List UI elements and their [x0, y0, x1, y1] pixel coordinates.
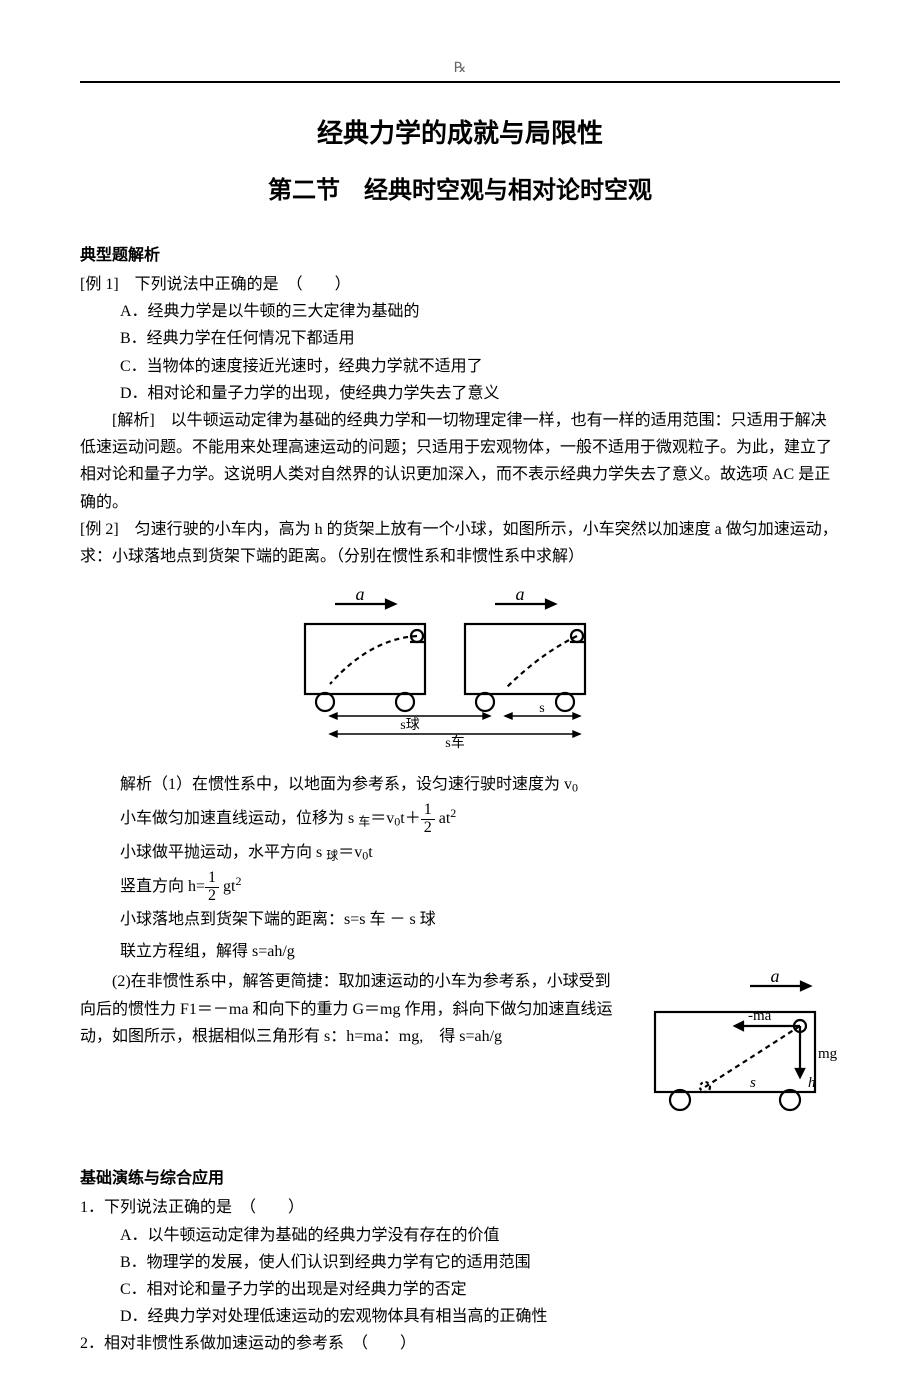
q1-stem: 1．下列说法正确的是 （ ） [80, 1194, 840, 1221]
ex2-l3-a: 小球做平抛运动，水平方向 s [120, 844, 326, 861]
figure-2: a -ma mg [640, 972, 840, 1142]
ex2-l2-b: ＝v [370, 810, 394, 827]
option-a: A．经典力学是以牛顿的三大定律为基础的 [80, 298, 840, 325]
q2-stem: 2．相对非惯性系做加速运动的参考系 （ ） [80, 1330, 840, 1357]
ex2-l2-a: 小车做匀加速直线运动，位移为 s [120, 810, 358, 827]
ex2-line1-text: 解析（1）在惯性系中，以地面为参考系，设匀速行驶时速度为 v [120, 776, 572, 793]
fig1-s-cart: s车 [445, 734, 464, 751]
section-heading-exercises: 基础演练与综合应用 [80, 1164, 840, 1188]
ex2-line2: 小车做匀加速直线运动，位移为 s 车＝v0t＋12 at2 [80, 801, 840, 837]
option-d: D．相对论和量子力学的出现，使经典力学失去了意义 [80, 380, 840, 407]
figure-1-svg: a a [290, 584, 630, 754]
ex2-l3-b: ＝v [338, 844, 362, 861]
option-c: C．当物体的速度接近光速时，经典力学就不适用了 [80, 353, 840, 380]
ex2-line5: 小球落地点到货架下端的距离：s=s 车 － s 球 [80, 904, 840, 936]
page-title-sub: 第二节 经典时空观与相对论时空观 [80, 170, 840, 205]
q1-option-c: C．相对论和量子力学的出现是对经典力学的否定 [80, 1276, 840, 1303]
ex2-line6: 联立方程组，解得 s=ah/g [80, 936, 840, 968]
page-title-main: 经典力学的成就与局限性 [80, 113, 840, 150]
section-heading-analysis: 典型题解析 [80, 241, 840, 265]
option-b: B．经典力学在任何情况下都适用 [80, 325, 840, 352]
header-mark: ℞ [80, 60, 840, 81]
ex2-l3-c: t [368, 844, 372, 861]
example-1-analysis: [解析] 以牛顿运动定律为基础的经典力学和一切物理定律一样，也有一样的适用范围：… [80, 407, 840, 516]
frac-half-2: 12 [205, 870, 219, 905]
ex2-l3-sub: 球 [326, 848, 338, 862]
ex2-l2-sub1: 车 [358, 814, 370, 828]
ex2-l4-b: gt [219, 878, 235, 895]
fig1-a-right: a [516, 584, 525, 604]
q1-option-a: A．以牛顿运动定律为基础的经典力学没有存在的价值 [80, 1222, 840, 1249]
q1-option-b: B．物理学的发展，使人们认识到经典力学有它的适用范围 [80, 1249, 840, 1276]
ex2-l4-a: 竖直方向 h= [120, 878, 205, 895]
analysis-text: 以牛顿运动定律为基础的经典力学和一切物理定律一样，也有一样的适用范围：只适用于解… [80, 412, 832, 511]
ex2-line1: 解析（1）在惯性系中，以地面为参考系，设匀速行驶时速度为 v0 [80, 769, 840, 801]
fig2-ma: -ma [748, 1008, 772, 1024]
fig1-a-left: a [356, 584, 365, 604]
fig1-s: s [539, 701, 544, 716]
fig2-mg: mg [818, 1046, 838, 1062]
figure-2-svg: a -ma mg [640, 972, 840, 1137]
ex2-line3: 小球做平抛运动，水平方向 s 球＝v0t [80, 837, 840, 869]
analysis-label: [解析] [112, 412, 171, 429]
q1-option-d: D．经典力学对处理低速运动的宏观物体具有相当高的正确性 [80, 1303, 840, 1330]
header-rule [80, 81, 840, 83]
ex2-l2-d: at [435, 810, 451, 827]
figure-1: a a [80, 584, 840, 759]
fig2-h: h [808, 1075, 816, 1091]
example-1-stem: [例 1] 下列说法中正确的是 （ ） [80, 271, 840, 298]
frac-half-1: 12 [421, 802, 435, 837]
fig2-a: a [771, 972, 780, 986]
example-2-stem: [例 2] 匀速行驶的小车内，高为 h 的货架上放有一个小球，如图所示，小车突然… [80, 516, 840, 570]
ex2-line4: 竖直方向 h=12 gt2 [80, 869, 840, 905]
fig1-s-ball: s球 [400, 717, 419, 733]
fig2-s: s [750, 1075, 756, 1091]
ex2-l2-c: t＋ [400, 810, 420, 827]
